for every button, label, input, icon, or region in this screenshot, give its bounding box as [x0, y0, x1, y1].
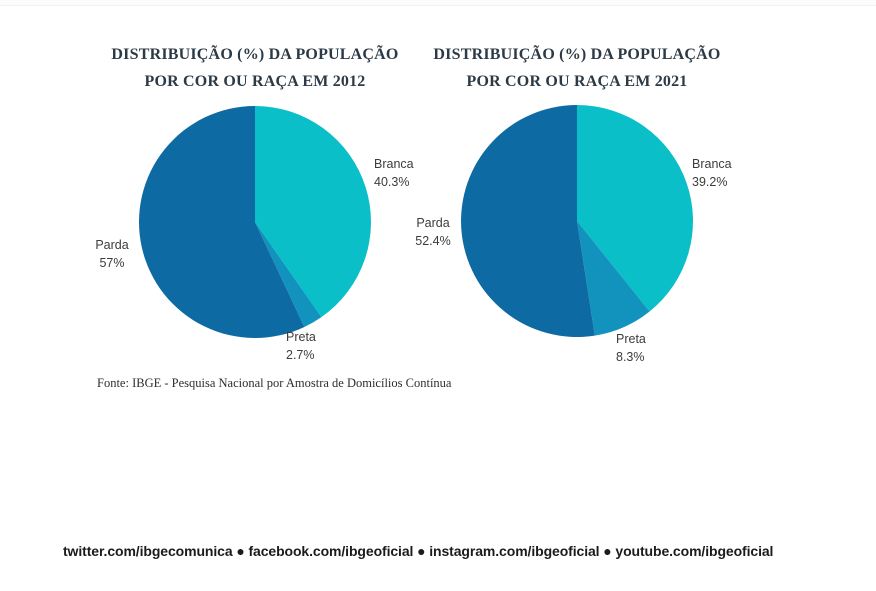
chart-title-2012-line1: DISTRIBUIÇÃO (%) DA POPULAÇÃO — [111, 46, 399, 63]
pie-2012-label-preta-name: Preta — [286, 330, 316, 344]
pie-2021-label-preta-name: Preta — [616, 332, 646, 346]
pie-2012-label-branca: Branca 40.3% — [374, 155, 414, 191]
pie-slice-preta — [255, 222, 322, 327]
chart-title-2012: DISTRIBUIÇÃO (%) DA POPULAÇÃO POR COR OU… — [90, 41, 420, 95]
chart-title-2021-line1: DISTRIBUIÇÃO (%) DA POPULAÇÃO — [433, 46, 721, 63]
pie-2021-label-branca: Branca 39.2% — [692, 155, 732, 191]
pie-chart-2012 — [139, 106, 371, 338]
pie-2012-label-branca-pct: 40.3% — [374, 175, 410, 189]
pie-2012-label-parda-pct: 57% — [99, 256, 125, 270]
pie-2021-label-branca-name: Branca — [692, 157, 732, 171]
pie-chart-2021 — [461, 105, 693, 337]
pie-2021-label-parda: Parda 52.4% — [408, 214, 458, 250]
chart-title-2021-line2: POR COR OU RAÇA EM 2021 — [466, 73, 688, 90]
pie-2021-label-preta-pct: 8.3% — [616, 350, 645, 364]
pie-slice-preta — [577, 221, 650, 336]
pie-2021-label-branca-pct: 39.2% — [692, 175, 728, 189]
pie-2021-label-parda-name: Parda — [416, 216, 450, 230]
social-links-footer: twitter.com/ibgecomunica ● facebook.com/… — [63, 543, 774, 559]
chart-title-2012-line2: POR COR OU RAÇA EM 2012 — [144, 73, 366, 90]
pie-2012-label-preta-pct: 2.7% — [286, 348, 315, 362]
pie-slice-parda — [139, 106, 305, 338]
source-note: Fonte: IBGE - Pesquisa Nacional por Amos… — [97, 376, 452, 390]
pie-2012-label-preta: Preta 2.7% — [286, 328, 316, 364]
pie-2012-label-parda: Parda 57% — [88, 236, 136, 272]
chart-title-2021: DISTRIBUIÇÃO (%) DA POPULAÇÃO POR COR OU… — [412, 41, 742, 95]
pie-slice-branca — [577, 105, 693, 312]
pie-slice-branca — [255, 106, 371, 318]
pie-2012-label-branca-name: Branca — [374, 157, 414, 171]
pie-2021-label-parda-pct: 52.4% — [415, 234, 451, 248]
pie-2012-label-parda-name: Parda — [95, 238, 129, 252]
pie-2021-label-preta: Preta 8.3% — [616, 330, 646, 366]
page-top-edge — [0, 0, 876, 6]
pie-slice-parda — [461, 105, 595, 337]
